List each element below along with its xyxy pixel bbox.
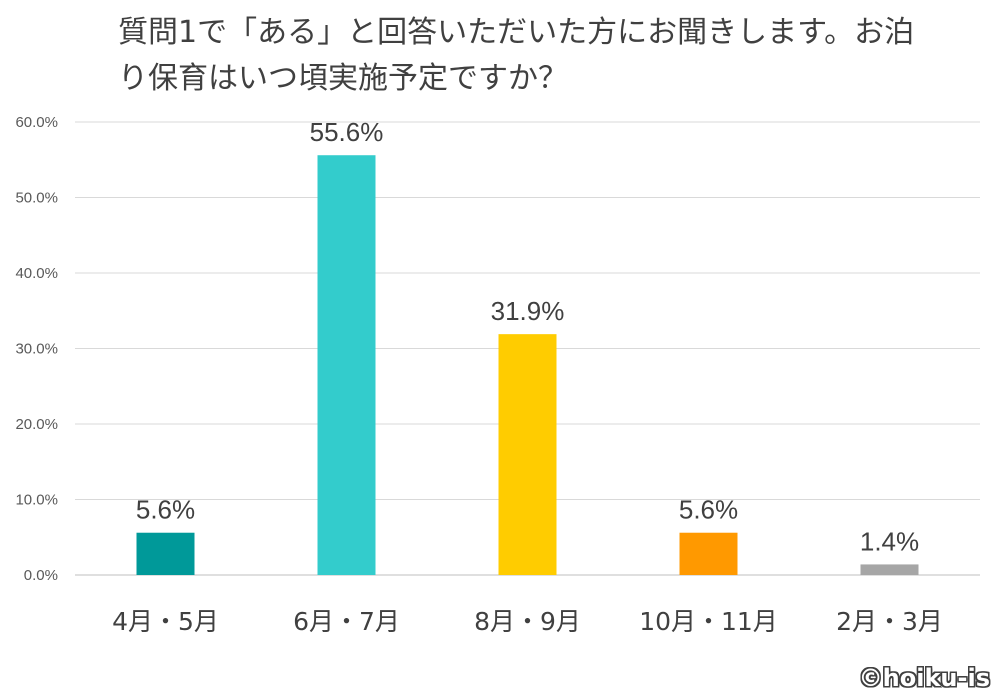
- y-tick-label: 40.0%: [15, 265, 58, 282]
- data-label: 5.6%: [136, 495, 195, 525]
- data-label: 31.9%: [491, 296, 565, 326]
- label-layer: 0.0% 10.0% 20.0% 30.0% 40.0% 50.0% 60.0% 5.6% 4月…: [15, 114, 942, 636]
- bar: [136, 532, 195, 575]
- bar: [860, 564, 919, 575]
- data-label: 5.6%: [679, 495, 738, 525]
- chart-title: 質問1で「ある」と回答いただいた方にお聞きします。お泊り保育はいつ頃実施予定です…: [118, 15, 915, 96]
- x-tick-label: 2月・3月: [836, 607, 943, 636]
- bar: [679, 532, 738, 575]
- x-tick-label: 4月・5月: [112, 607, 219, 636]
- y-tick-label: 20.0%: [15, 416, 58, 433]
- y-tick-label: 30.0%: [15, 341, 58, 358]
- data-label: 55.6%: [310, 117, 384, 147]
- x-tick-label: 8月・9月: [474, 607, 581, 636]
- y-tick-label: 10.0%: [15, 492, 58, 509]
- x-tick-label: 10月・11月: [639, 607, 778, 636]
- bar: [498, 334, 557, 575]
- bar: [317, 155, 376, 575]
- x-tick-label: 6月・7月: [293, 607, 400, 636]
- copyright-text: ©hoiku-is: [858, 664, 990, 692]
- y-tick-label: 0.0%: [24, 567, 58, 584]
- bar-layer: [136, 155, 919, 575]
- y-tick-label: 50.0%: [15, 190, 58, 207]
- data-label: 1.4%: [860, 526, 919, 556]
- y-tick-label: 60.0%: [15, 114, 58, 131]
